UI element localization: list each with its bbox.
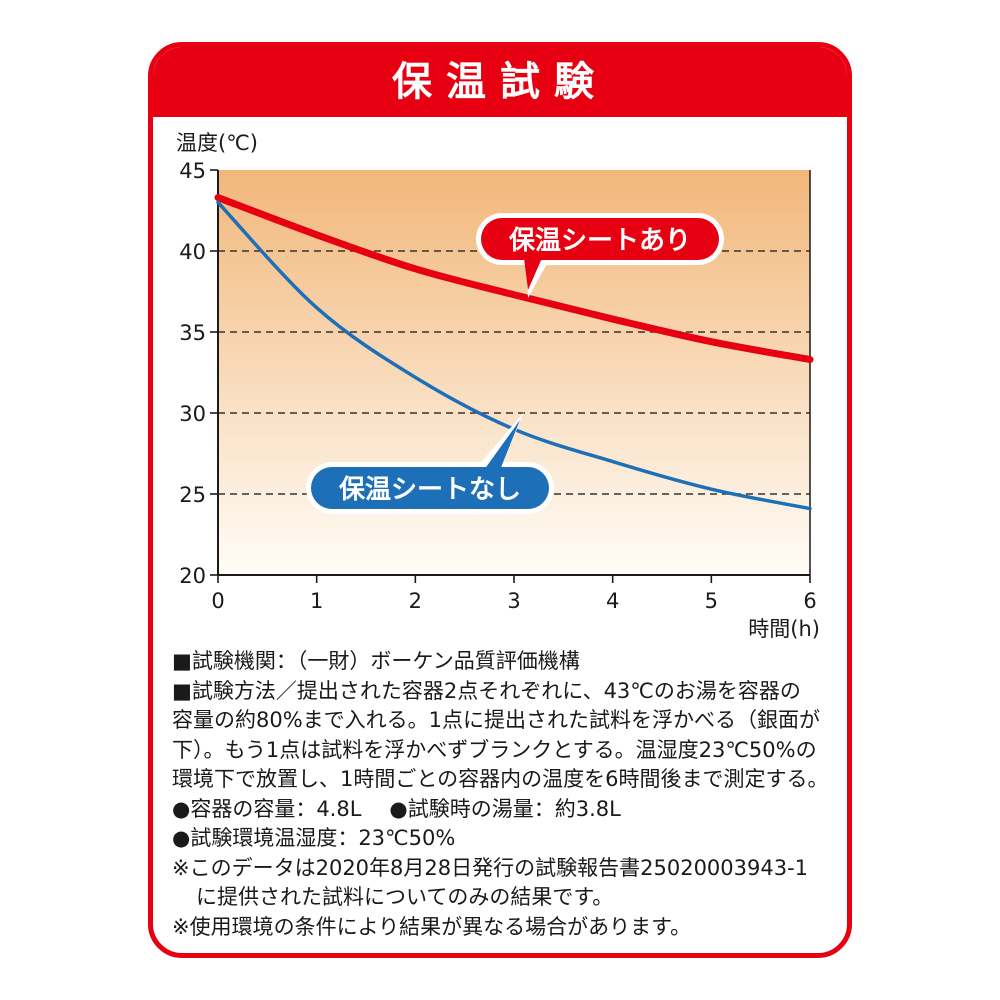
note-line: 環境下で放置し、1時間ごとの容器内の温度を6時間後まで測定する。 [172, 767, 829, 791]
spec-capacity: ●容器の容量：4.8L [172, 796, 362, 821]
x-tick-label: 6 [803, 589, 816, 613]
spec-water: ●試験時の湯量：約3.8L [389, 796, 621, 821]
disclaimer-line: に提供された試料についてのみの結果です。 [196, 885, 614, 909]
y-tick-label: 40 [179, 240, 206, 264]
callout-with-sheet: 保温シートあり [476, 213, 724, 298]
x-tick-label: 5 [705, 589, 718, 613]
note-line: 容量の約80%まで入れる。1点に提出された試料を浮かべる（銀面が [172, 708, 821, 732]
disclaimer-line: ※このデータは2020年8月28日発行の試験報告書25020003943-1 [172, 855, 809, 880]
spec-row: ●容器の容量：4.8L ●試験時の湯量：約3.8L [172, 795, 842, 825]
test-notes: ■試験機関：（一財）ボーケン品質評価機構 ■試験方法／提出された容器2点それぞれ… [172, 647, 842, 942]
series-line-with-sheet [214, 194, 814, 364]
note-line: 下）。もう1点は試料を浮かべずブランクとする。温湿度23℃50%の [172, 737, 817, 762]
x-tick-label: 4 [606, 589, 619, 613]
title-band: 保温試験 [153, 47, 847, 117]
y-tick-label: 25 [179, 483, 206, 507]
x-axis-label: 時間(h) [748, 617, 820, 641]
x-tick-label: 1 [310, 589, 323, 613]
y-tick-label: 35 [179, 321, 206, 345]
disclaimer-line: ※使用環境の条件により結果が異なる場合があります。 [172, 914, 692, 939]
y-tick-label: 20 [179, 564, 206, 588]
y-axis-label: 温度(℃) [176, 131, 258, 155]
legend-label-without-sheet: 保温シートなし [338, 475, 521, 505]
callout-without-sheet: 保温シートなし [306, 412, 554, 514]
x-tick-label: 2 [409, 589, 422, 613]
spec-environment: ●試験環境温湿度：23℃50% [172, 826, 456, 850]
legend-label-with-sheet: 保温シートあり [508, 226, 691, 256]
note-line: ■試験機関：（一財）ボーケン品質評価機構 [172, 649, 580, 673]
x-tick-label: 3 [507, 589, 520, 613]
x-tick-label: 0 [211, 589, 224, 613]
y-tick-label: 45 [179, 159, 206, 183]
y-tick-label: 30 [179, 402, 206, 426]
series-line-without-sheet [216, 200, 812, 511]
chart-title: 保温試験 [392, 59, 608, 105]
note-line: ■試験方法／提出された容器2点それぞれに、43℃のお湯を容器の [172, 678, 801, 703]
